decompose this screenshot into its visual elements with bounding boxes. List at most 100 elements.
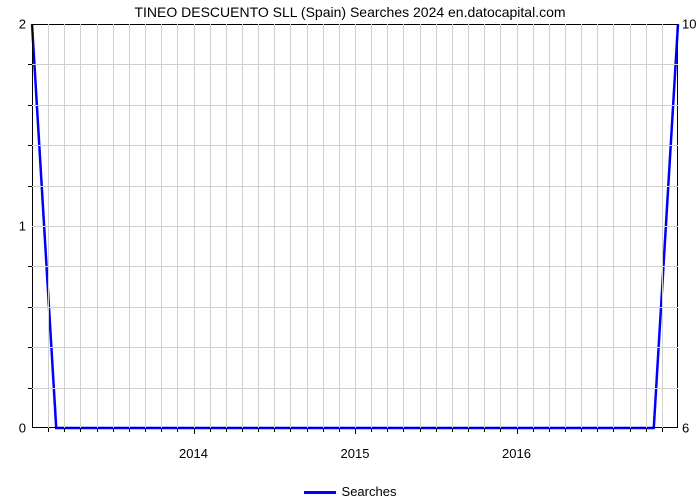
x-tick-minor — [323, 428, 324, 432]
grid-line-v — [662, 24, 663, 428]
x-tick-minor — [274, 428, 275, 432]
y-tick-label: 1 — [19, 219, 26, 234]
y-tick-minor — [28, 64, 32, 65]
x-tick-major — [194, 428, 195, 434]
grid-line-v — [533, 24, 534, 428]
grid-line-v — [145, 24, 146, 428]
x-tick-minor — [452, 428, 453, 432]
x-tick-minor — [613, 428, 614, 432]
grid-line-v — [355, 24, 356, 428]
grid-line-v — [129, 24, 130, 428]
x-tick-major — [355, 428, 356, 434]
x-tick-minor — [258, 428, 259, 432]
grid-line-v — [48, 24, 49, 428]
grid-line-v — [290, 24, 291, 428]
grid-line-v — [597, 24, 598, 428]
grid-line-v — [436, 24, 437, 428]
grid-line-v — [307, 24, 308, 428]
grid-line-v — [177, 24, 178, 428]
x-tick-minor — [500, 428, 501, 432]
x-tick-minor — [129, 428, 130, 432]
grid-line-v — [274, 24, 275, 428]
y-tick-minor — [28, 266, 32, 267]
secondary-y-label-top: 10 — [682, 17, 696, 32]
y-tick-minor — [28, 186, 32, 187]
y-tick-minor — [28, 145, 32, 146]
grid-line-v — [468, 24, 469, 428]
secondary-y-label-bottom: 6 — [682, 421, 689, 436]
y-tick-minor — [28, 388, 32, 389]
x-tick-minor — [371, 428, 372, 432]
grid-line-v — [339, 24, 340, 428]
x-tick-minor — [403, 428, 404, 432]
x-tick-minor — [387, 428, 388, 432]
x-tick-minor — [210, 428, 211, 432]
y-tick-label: 0 — [19, 421, 26, 436]
grid-line-v — [161, 24, 162, 428]
x-tick-minor — [339, 428, 340, 432]
grid-line-v — [565, 24, 566, 428]
chart-container: TINEO DESCUENTO SLL (Spain) Searches 202… — [0, 0, 700, 500]
x-tick-label: 2016 — [502, 446, 531, 461]
x-tick-label: 2014 — [179, 446, 208, 461]
grid-line-v — [371, 24, 372, 428]
grid-line-v — [258, 24, 259, 428]
x-tick-minor — [662, 428, 663, 432]
grid-line-v — [226, 24, 227, 428]
grid-line-v — [113, 24, 114, 428]
grid-line-v — [581, 24, 582, 428]
grid-line-v — [452, 24, 453, 428]
grid-line-v — [613, 24, 614, 428]
x-tick-minor — [420, 428, 421, 432]
y-tick-minor — [28, 105, 32, 106]
grid-line-v — [403, 24, 404, 428]
x-tick-minor — [468, 428, 469, 432]
x-tick-minor — [646, 428, 647, 432]
plot-area: 012201420152016610 — [32, 24, 678, 428]
x-tick-minor — [597, 428, 598, 432]
grid-line-v — [484, 24, 485, 428]
legend-swatch — [304, 491, 336, 494]
grid-line-v — [323, 24, 324, 428]
grid-line-v — [387, 24, 388, 428]
grid-line-v — [194, 24, 195, 428]
x-tick-minor — [64, 428, 65, 432]
x-tick-minor — [549, 428, 550, 432]
grid-line-v — [630, 24, 631, 428]
x-tick-minor — [290, 428, 291, 432]
grid-line-v — [80, 24, 81, 428]
y-tick-label: 2 — [19, 17, 26, 32]
chart-title: TINEO DESCUENTO SLL (Spain) Searches 202… — [0, 4, 700, 20]
y-tick-minor — [28, 307, 32, 308]
grid-line-v — [420, 24, 421, 428]
x-tick-minor — [436, 428, 437, 432]
y-tick-minor — [28, 347, 32, 348]
x-tick-minor — [581, 428, 582, 432]
legend-label: Searches — [342, 484, 397, 499]
grid-line-v — [242, 24, 243, 428]
x-tick-minor — [484, 428, 485, 432]
x-tick-minor — [630, 428, 631, 432]
grid-line-v — [517, 24, 518, 428]
grid-line-v — [500, 24, 501, 428]
x-tick-minor — [533, 428, 534, 432]
x-tick-label: 2015 — [341, 446, 370, 461]
grid-line-v — [646, 24, 647, 428]
x-tick-minor — [242, 428, 243, 432]
grid-line-v — [64, 24, 65, 428]
grid-line-v — [549, 24, 550, 428]
grid-line-v — [210, 24, 211, 428]
x-tick-minor — [80, 428, 81, 432]
x-tick-minor — [226, 428, 227, 432]
x-tick-minor — [113, 428, 114, 432]
x-tick-minor — [161, 428, 162, 432]
x-tick-minor — [177, 428, 178, 432]
x-tick-minor — [48, 428, 49, 432]
x-tick-minor — [145, 428, 146, 432]
x-tick-minor — [565, 428, 566, 432]
x-tick-minor — [307, 428, 308, 432]
grid-line-v — [97, 24, 98, 428]
x-tick-major — [517, 428, 518, 434]
x-tick-minor — [97, 428, 98, 432]
legend: Searches — [0, 484, 700, 499]
